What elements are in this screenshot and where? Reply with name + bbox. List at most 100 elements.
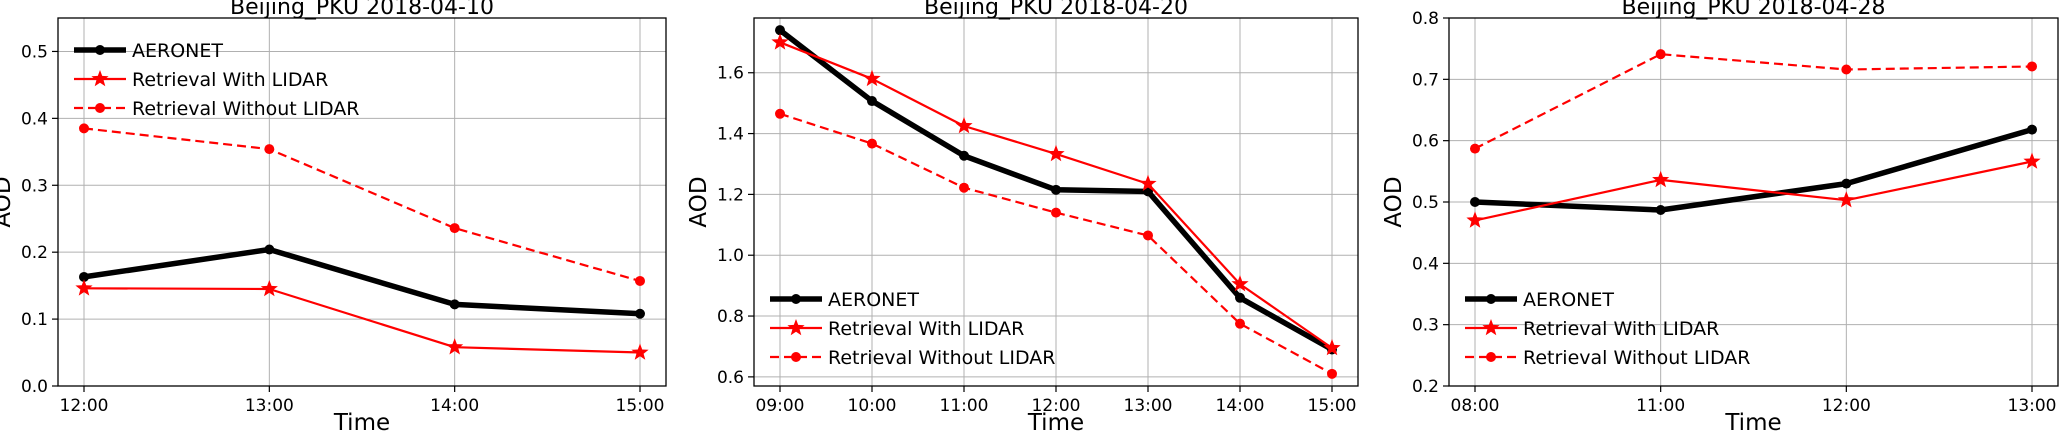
chart-title: Beijing_PKU 2018-04-20	[924, 0, 1188, 20]
y-tick-label: 0.8	[717, 307, 744, 327]
series-2-point	[1139, 174, 1157, 191]
y-axis-label: AOD	[686, 176, 712, 227]
y-tick-label: 0.3	[1412, 316, 1439, 336]
chart-panel-2: 09:00 10:00 11:00 12:00 13:00 14:00 15:00 0.6 0.…	[686, 0, 1359, 432]
series-1-point	[1470, 197, 1480, 207]
y-tick-label: 0.2	[1412, 377, 1439, 397]
series-1-point	[959, 150, 969, 161]
x-tick-label: 12:00	[1822, 396, 1871, 416]
legend-label: Retrieval Without LIDAR	[1523, 347, 1750, 369]
legend-marker	[1486, 352, 1496, 362]
y-tick-label: 0.0	[21, 377, 48, 397]
x-tick-label: 11:00	[940, 396, 989, 416]
y-tick-label: 0.2	[21, 243, 48, 263]
x-tick-label: 09:00	[756, 396, 805, 416]
series-2-point	[771, 33, 789, 50]
series-1-point	[1841, 178, 1852, 189]
x-tick-label: 15:00	[616, 396, 665, 416]
series-2-point	[446, 338, 464, 355]
series-3-point	[1051, 207, 1061, 218]
x-tick-label: 14:00	[430, 396, 479, 416]
series-2-point	[1323, 339, 1341, 356]
x-tick-label: 14:00	[1216, 396, 1265, 416]
legend-marker	[91, 70, 109, 87]
series-2-point	[1047, 144, 1065, 162]
series-1-point	[775, 25, 785, 36]
plot-frame	[753, 17, 1359, 387]
x-tick-label: 13:00	[2008, 396, 2057, 416]
series-line-1	[1474, 126, 2033, 213]
y-tick-label: 0.6	[717, 368, 744, 388]
series-3-point	[1655, 49, 1666, 60]
series-3-point	[2027, 61, 2037, 72]
legend-label: AERONET	[1523, 289, 1614, 311]
legend-marker	[787, 319, 805, 336]
series-line-1	[83, 246, 641, 317]
plot-frame	[1448, 17, 2059, 387]
series-2-point	[2023, 152, 2041, 169]
y-tick-label: 0.6	[1412, 132, 1439, 152]
y-tick-label: 0.4	[1412, 254, 1439, 274]
x-tick-label: 15:00	[1308, 396, 1357, 416]
series-3-point	[264, 144, 275, 155]
series-1-point	[867, 96, 877, 107]
legend-label: AERONET	[132, 40, 223, 62]
x-tick-label: 12:00	[1032, 396, 1081, 416]
series-3-point	[79, 123, 89, 134]
legend-label: Retrieval Without LIDAR	[828, 347, 1055, 369]
series-3-point	[867, 138, 877, 149]
series-line-2	[83, 287, 641, 354]
series-1-point	[449, 299, 460, 310]
legend-label: Retrieval With LIDAR	[828, 318, 1024, 340]
legend-marker	[791, 294, 801, 304]
x-tick-label: 08:00	[1451, 396, 1500, 416]
x-axis-label: Time	[1027, 410, 1084, 432]
series-3-point	[775, 108, 785, 119]
series-2-point	[1231, 275, 1249, 292]
series-3-point	[1841, 64, 1852, 75]
x-tick-label: 10:00	[848, 396, 897, 416]
series-line-3	[83, 127, 641, 283]
legend-label: AERONET	[828, 289, 919, 311]
series-1-point	[79, 271, 89, 282]
series-2-point	[1652, 170, 1670, 188]
legend-marker	[791, 352, 801, 362]
chart-panel-3: 08:00 11:00 12:00 13:00 0.2 0.3 0.4 0.5 0.6 0.7 0.…	[1381, 0, 2059, 432]
x-tick-label: 12:00	[60, 396, 109, 416]
legend: AERONET Retrieval With LIDAR Retrieval Wit…	[770, 289, 1055, 369]
x-tick-label: 11:00	[1636, 396, 1685, 416]
legend: AERONET Retrieval With LIDAR Retrieval Wit…	[74, 40, 359, 120]
series-3-point	[959, 182, 969, 193]
x-axis-label: Time	[1724, 410, 1781, 432]
series-1-point	[1235, 292, 1245, 303]
y-tick-label: 1.0	[717, 246, 744, 266]
y-axis-label: AOD	[1381, 176, 1407, 227]
y-tick-label: 0.8	[1412, 9, 1439, 29]
series-2-point	[1466, 211, 1484, 228]
series-3-point	[1143, 230, 1153, 241]
chart-panel-1: 12:00 13:00 14:00 15:00 0.0 0.1 0.2 0.3 0.4 0.5 Be…	[0, 0, 667, 432]
x-tick-label: 13:00	[1124, 396, 1173, 416]
y-tick-label: 1.4	[717, 125, 744, 145]
series-1-point	[264, 244, 275, 255]
y-tick-label: 0.5	[21, 42, 48, 62]
legend-label: Retrieval With LIDAR	[1523, 318, 1719, 340]
series-2-point	[260, 280, 278, 297]
series-3-point	[1470, 143, 1480, 154]
series-2-point	[631, 343, 649, 360]
series-2-point	[75, 279, 93, 296]
y-tick-label: 0.4	[21, 109, 48, 129]
y-tick-label: 0.5	[1412, 193, 1439, 213]
series-2-point	[863, 69, 881, 87]
series-2-point	[955, 117, 973, 134]
chart-title: Beijing_PKU 2018-04-28	[1622, 0, 1886, 20]
series-3-point	[1235, 318, 1245, 329]
series-3-point	[449, 223, 460, 234]
chart-title: Beijing_PKU 2018-04-10	[230, 0, 494, 20]
series-line-3	[1474, 53, 2033, 150]
y-tick-label: 0.1	[21, 310, 48, 330]
legend-marker	[1482, 319, 1500, 336]
legend-marker	[95, 103, 105, 113]
series-line-2	[1474, 160, 2033, 222]
series-1-point	[2027, 124, 2037, 135]
